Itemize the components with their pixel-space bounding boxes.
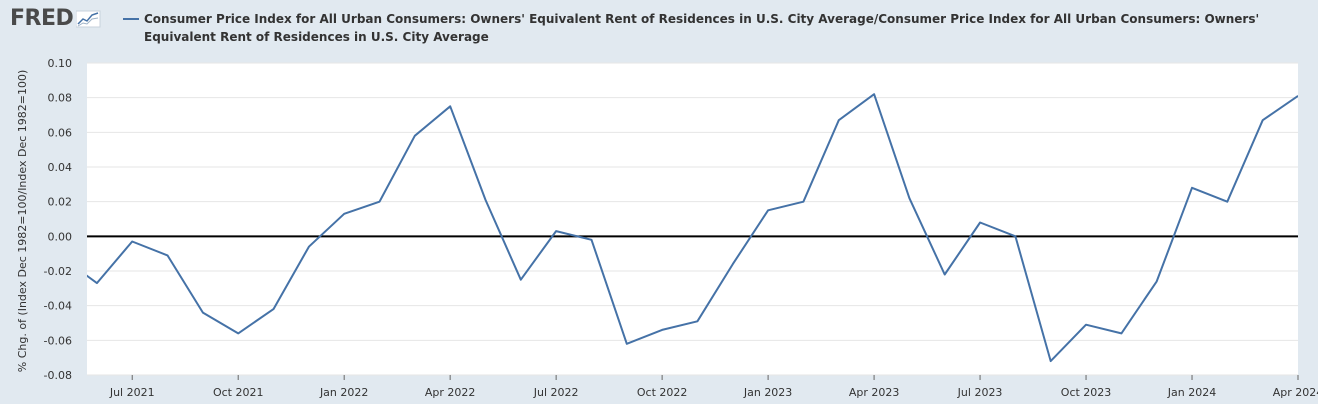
data-point [1120, 332, 1122, 334]
data-point [202, 312, 204, 314]
x-tick-label: Jul 2021 [109, 386, 155, 399]
plot-area [87, 63, 1298, 375]
data-point [1226, 201, 1228, 203]
data-point [1050, 360, 1052, 362]
data-point [555, 230, 557, 232]
data-point [131, 241, 133, 243]
data-point [838, 119, 840, 121]
chart-legend[interactable]: Consumer Price Index for All Urban Consu… [123, 10, 1273, 46]
data-point [379, 201, 381, 203]
data-point [1156, 280, 1158, 282]
logo-text: FRED [10, 6, 74, 31]
y-tick-label: 0.04 [48, 161, 73, 174]
x-tick-label: Apr 2022 [425, 386, 476, 399]
fred-logo[interactable]: FRED [10, 6, 102, 31]
y-tick-label: 0.00 [48, 230, 73, 243]
data-point [167, 254, 169, 256]
x-tick-label: Jul 2023 [957, 386, 1003, 399]
data-point [661, 329, 663, 331]
data-point [767, 209, 769, 211]
y-axis-label: % Chg. of (Index Dec 1982=100/Index Dec … [16, 70, 29, 373]
data-point [414, 135, 416, 137]
data-point [308, 246, 310, 248]
data-point [1297, 95, 1298, 97]
x-tick-label: Oct 2023 [1061, 386, 1112, 399]
data-point [696, 320, 698, 322]
chart-header: FRED Consumer Price Index for All Urban … [0, 0, 1318, 50]
data-point [944, 273, 946, 275]
data-point [343, 213, 345, 215]
y-tick-label: 0.08 [48, 92, 73, 105]
data-point [590, 239, 592, 241]
data-point [1262, 119, 1264, 121]
data-point [979, 221, 981, 223]
data-point [1014, 235, 1016, 237]
y-tick-label: -0.04 [44, 300, 72, 313]
data-point [237, 332, 239, 334]
series-line [87, 93, 1298, 363]
y-tick-label: 0.06 [48, 126, 73, 139]
legend-swatch [123, 18, 139, 20]
data-point [484, 199, 486, 201]
y-tick-label: 0.02 [48, 196, 73, 209]
x-tick-label: Oct 2022 [637, 386, 688, 399]
x-tick-label: Apr 2023 [849, 386, 900, 399]
x-tick-label: Oct 2021 [213, 386, 264, 399]
x-tick-label: Apr 2024 [1273, 386, 1318, 399]
x-tick-label: Jul 2022 [533, 386, 579, 399]
data-point [802, 201, 804, 203]
legend-series-label: Consumer Price Index for All Urban Consu… [144, 12, 1260, 44]
y-tick-label: 0.10 [48, 57, 73, 70]
y-tick-label: -0.06 [44, 334, 72, 347]
data-point [449, 105, 451, 107]
data-point [1191, 187, 1193, 189]
data-point [626, 343, 628, 345]
chart-trend-icon [76, 10, 101, 27]
y-tick-label: -0.02 [44, 265, 72, 278]
data-point [873, 93, 875, 95]
data-point [1085, 324, 1087, 326]
data-point [96, 282, 98, 284]
x-tick-label: Jan 2024 [1167, 386, 1216, 399]
data-point [61, 257, 62, 258]
data-point [732, 263, 734, 265]
y-tick-label: -0.08 [44, 369, 72, 382]
data-point [520, 279, 522, 281]
data-point [908, 197, 910, 199]
data-point [273, 308, 275, 310]
x-tick-label: Jan 2023 [743, 386, 792, 399]
x-tick-label: Jan 2022 [319, 386, 368, 399]
